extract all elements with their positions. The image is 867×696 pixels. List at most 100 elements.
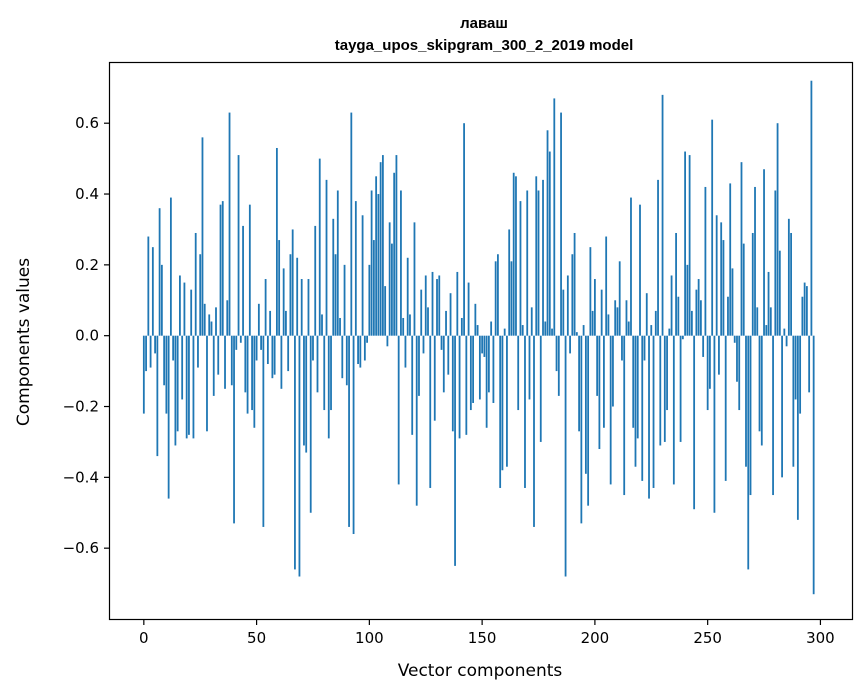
bar-295 xyxy=(808,335,811,393)
bar-22 xyxy=(192,335,195,439)
y-axis-label: Components values xyxy=(14,258,34,426)
chart-title: лаваш xyxy=(460,15,508,32)
bar-174 xyxy=(535,176,538,336)
bar-292 xyxy=(801,296,804,336)
bar-258 xyxy=(724,335,727,481)
bar-13 xyxy=(172,335,175,361)
bar-104 xyxy=(377,194,380,336)
bar-188 xyxy=(566,275,569,336)
bar-2 xyxy=(147,236,150,336)
bar-37 xyxy=(226,300,229,336)
bar-166 xyxy=(517,335,520,411)
bar-175 xyxy=(537,190,540,336)
bar-66 xyxy=(291,229,294,336)
x-tick-label: 0 xyxy=(139,629,149,647)
bar-265 xyxy=(740,162,743,336)
y-tick-label: 0.6 xyxy=(75,114,99,132)
bar-19 xyxy=(185,335,188,439)
bar-27 xyxy=(203,303,206,336)
bar-115 xyxy=(402,317,405,336)
bar-207 xyxy=(609,335,612,485)
bar-173 xyxy=(533,335,535,527)
bar-59 xyxy=(275,147,278,336)
bar-165 xyxy=(515,176,517,336)
bar-242 xyxy=(688,155,691,336)
bar-158 xyxy=(499,335,502,488)
bar-137 xyxy=(451,335,454,432)
bar-251 xyxy=(709,335,711,389)
bar-41 xyxy=(235,335,238,350)
bar-72 xyxy=(305,335,308,453)
bar-225 xyxy=(650,325,653,336)
bar-96 xyxy=(359,335,362,368)
bar-198 xyxy=(589,247,592,336)
bar-215 xyxy=(627,321,630,336)
bar-42 xyxy=(237,155,240,336)
bar-162 xyxy=(508,229,511,336)
bar-297 xyxy=(812,335,815,595)
bar-269 xyxy=(749,335,752,496)
bar-185 xyxy=(560,112,562,336)
bar-259 xyxy=(727,296,729,336)
bar-280 xyxy=(774,190,777,336)
bar-111 xyxy=(393,172,396,336)
bar-71 xyxy=(303,335,305,446)
bar-247 xyxy=(699,300,702,336)
bar-25 xyxy=(199,254,202,336)
bar-211 xyxy=(618,261,621,336)
bar-268 xyxy=(747,335,750,570)
bar-15 xyxy=(176,335,179,432)
bar-133 xyxy=(442,335,445,393)
bar-14 xyxy=(174,335,177,446)
bar-276 xyxy=(765,325,768,336)
bar-141 xyxy=(460,317,463,336)
bar-164 xyxy=(512,172,515,336)
bar-98 xyxy=(363,335,366,361)
bar-263 xyxy=(736,335,738,382)
bar-233 xyxy=(668,328,671,336)
bar-254 xyxy=(715,215,718,336)
bar-84 xyxy=(332,218,335,336)
bar-266 xyxy=(742,243,745,336)
bar-121 xyxy=(415,335,418,506)
bar-296 xyxy=(810,80,813,336)
bar-267 xyxy=(745,335,747,467)
bar-167 xyxy=(519,201,522,336)
bar-53 xyxy=(262,335,265,527)
bar-105 xyxy=(379,162,382,336)
bar-221 xyxy=(641,335,644,481)
bar-85 xyxy=(334,254,337,336)
bar-106 xyxy=(381,155,384,336)
bar-62 xyxy=(282,268,285,336)
bar-107 xyxy=(384,286,387,336)
bar-140 xyxy=(458,335,461,439)
bar-29 xyxy=(208,314,211,336)
bar-128 xyxy=(431,271,434,336)
bar-55 xyxy=(266,335,269,365)
bar-147 xyxy=(474,303,477,336)
bar-232 xyxy=(666,335,668,411)
bar-109 xyxy=(388,222,391,336)
bar-206 xyxy=(607,314,610,336)
bar-159 xyxy=(501,335,504,471)
bar-31 xyxy=(212,335,215,396)
bar-73 xyxy=(307,279,310,336)
bar-212 xyxy=(621,335,623,361)
bar-64 xyxy=(287,335,290,372)
bar-213 xyxy=(623,335,626,496)
bar-171 xyxy=(528,335,531,400)
x-tick-label: 250 xyxy=(693,629,722,647)
bar-156 xyxy=(494,261,497,336)
bar-183 xyxy=(555,335,558,372)
bar-81 xyxy=(325,179,328,336)
y-axis-ticks: −0.6 −0.4 −0.2 0.0 0.2 0.4 0.6 xyxy=(63,114,110,557)
bar-76 xyxy=(314,225,317,336)
bar-142 xyxy=(463,123,465,336)
bar-252 xyxy=(711,119,714,336)
bar-239 xyxy=(681,335,684,340)
bar-46 xyxy=(246,335,249,414)
bar-229 xyxy=(659,335,662,446)
bar-155 xyxy=(492,335,495,403)
bar-238 xyxy=(679,335,682,442)
bar-114 xyxy=(400,190,402,336)
